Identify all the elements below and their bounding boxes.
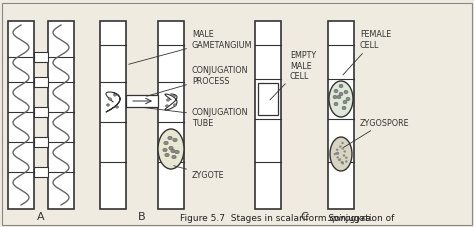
Ellipse shape — [158, 129, 184, 169]
Ellipse shape — [333, 96, 337, 99]
Ellipse shape — [337, 157, 339, 159]
Ellipse shape — [342, 107, 346, 110]
Ellipse shape — [343, 155, 345, 157]
Text: CONJUGATION
PROCESS: CONJUGATION PROCESS — [146, 66, 248, 97]
Ellipse shape — [341, 142, 344, 144]
Text: Spirogyra.: Spirogyra. — [328, 213, 374, 222]
Bar — [48, 22, 74, 209]
Ellipse shape — [173, 104, 176, 107]
Text: MALE
GAMETANGIUM: MALE GAMETANGIUM — [128, 30, 253, 65]
Ellipse shape — [337, 152, 338, 154]
Bar — [328, 22, 354, 209]
Ellipse shape — [334, 90, 338, 93]
Ellipse shape — [116, 106, 118, 109]
Ellipse shape — [342, 162, 344, 164]
Ellipse shape — [165, 153, 169, 157]
Bar — [8, 22, 34, 209]
Ellipse shape — [337, 153, 339, 155]
Ellipse shape — [338, 159, 340, 161]
Ellipse shape — [330, 137, 352, 171]
Text: ZYGOSPORE: ZYGOSPORE — [343, 118, 410, 148]
Ellipse shape — [168, 137, 172, 140]
Bar — [126, 96, 158, 108]
Bar — [100, 22, 126, 209]
Ellipse shape — [342, 163, 344, 165]
Ellipse shape — [339, 159, 341, 161]
Ellipse shape — [334, 103, 338, 106]
Ellipse shape — [345, 157, 347, 159]
Text: CONJUGATION
TUBE: CONJUGATION TUBE — [143, 108, 248, 127]
Ellipse shape — [164, 142, 168, 145]
Ellipse shape — [337, 153, 339, 155]
Ellipse shape — [344, 151, 346, 153]
Ellipse shape — [165, 105, 168, 108]
Ellipse shape — [172, 155, 176, 159]
Ellipse shape — [166, 99, 170, 102]
Bar — [34, 137, 48, 147]
Ellipse shape — [339, 85, 343, 88]
Text: FEMALE
CELL: FEMALE CELL — [343, 30, 391, 76]
Ellipse shape — [335, 153, 337, 155]
Text: ZYGOTE: ZYGOTE — [173, 166, 225, 180]
Ellipse shape — [163, 148, 167, 152]
Text: Figure 5.7  Stages in scalariform conjugation of: Figure 5.7 Stages in scalariform conjuga… — [180, 213, 397, 222]
Bar — [34, 78, 48, 88]
Ellipse shape — [329, 82, 353, 118]
Bar — [34, 167, 48, 177]
Ellipse shape — [342, 148, 344, 150]
Bar — [258, 84, 278, 116]
Ellipse shape — [173, 139, 177, 142]
Ellipse shape — [107, 104, 109, 107]
Ellipse shape — [339, 146, 341, 148]
Ellipse shape — [336, 149, 338, 151]
Ellipse shape — [337, 96, 341, 99]
Ellipse shape — [113, 94, 117, 97]
Bar — [34, 53, 48, 63]
Bar — [34, 108, 48, 118]
Text: C: C — [300, 211, 308, 221]
Text: EMPTY
MALE
CELL: EMPTY MALE CELL — [270, 51, 316, 101]
Ellipse shape — [334, 153, 336, 155]
Ellipse shape — [339, 93, 343, 96]
Text: A: A — [37, 211, 45, 221]
Ellipse shape — [341, 161, 343, 163]
Ellipse shape — [173, 95, 175, 98]
Ellipse shape — [169, 147, 173, 150]
Ellipse shape — [346, 98, 350, 101]
Ellipse shape — [175, 151, 179, 154]
Ellipse shape — [171, 150, 175, 153]
Ellipse shape — [343, 101, 347, 104]
Bar — [158, 22, 184, 209]
Ellipse shape — [345, 161, 347, 163]
Bar — [255, 22, 281, 209]
Ellipse shape — [109, 98, 111, 101]
Ellipse shape — [344, 91, 348, 94]
Text: B: B — [138, 211, 146, 221]
